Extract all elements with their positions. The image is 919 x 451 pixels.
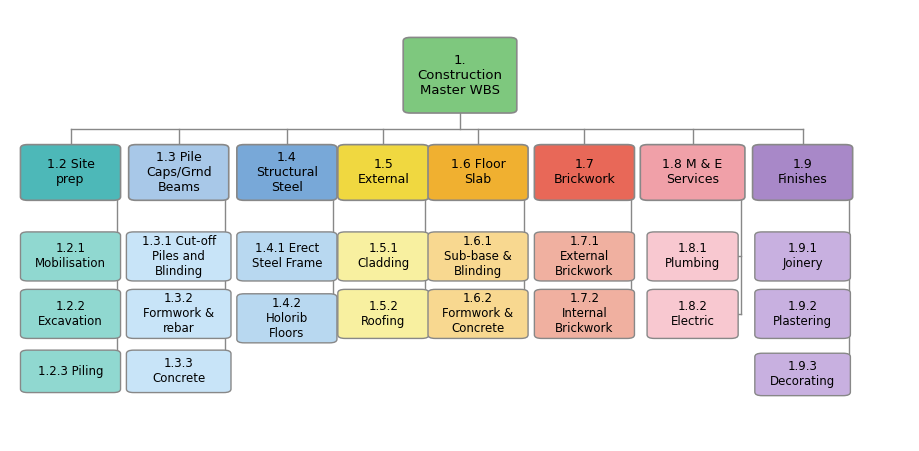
- Text: 1.2 Site
prep: 1.2 Site prep: [47, 158, 95, 186]
- FancyBboxPatch shape: [20, 232, 120, 281]
- Text: 1.3.3
Concrete: 1.3.3 Concrete: [152, 357, 205, 385]
- Text: 1.5
External: 1.5 External: [357, 158, 409, 186]
- FancyBboxPatch shape: [337, 290, 428, 338]
- FancyBboxPatch shape: [427, 145, 528, 200]
- Text: 1.9.1
Joinery: 1.9.1 Joinery: [781, 243, 822, 271]
- Text: 1.2.3 Piling: 1.2.3 Piling: [38, 365, 103, 378]
- Text: 1.4.1 Erect
Steel Frame: 1.4.1 Erect Steel Frame: [252, 243, 322, 271]
- Text: 1.3.1 Cut-off
Piles and
Blinding: 1.3.1 Cut-off Piles and Blinding: [142, 235, 216, 278]
- FancyBboxPatch shape: [236, 145, 336, 200]
- Text: 1.3 Pile
Caps/Grnd
Beams: 1.3 Pile Caps/Grnd Beams: [146, 151, 211, 194]
- FancyBboxPatch shape: [129, 145, 229, 200]
- FancyBboxPatch shape: [236, 232, 336, 281]
- Text: 1.2.2
Excavation: 1.2.2 Excavation: [38, 300, 103, 328]
- Text: 1.5.2
Roofing: 1.5.2 Roofing: [361, 300, 405, 328]
- Text: 1.5.1
Cladding: 1.5.1 Cladding: [357, 243, 409, 271]
- FancyBboxPatch shape: [403, 37, 516, 113]
- FancyBboxPatch shape: [126, 232, 231, 281]
- FancyBboxPatch shape: [236, 294, 336, 343]
- Text: 1.4
Structural
Steel: 1.4 Structural Steel: [255, 151, 318, 194]
- FancyBboxPatch shape: [427, 290, 528, 338]
- Text: 1.6 Floor
Slab: 1.6 Floor Slab: [450, 158, 505, 186]
- FancyBboxPatch shape: [337, 232, 428, 281]
- Text: 1.8.2
Electric: 1.8.2 Electric: [670, 300, 714, 328]
- Text: 1.2.1
Mobilisation: 1.2.1 Mobilisation: [35, 243, 106, 271]
- FancyBboxPatch shape: [534, 232, 634, 281]
- Text: 1.9.2
Plastering: 1.9.2 Plastering: [772, 300, 832, 328]
- FancyBboxPatch shape: [126, 290, 231, 338]
- Text: 1.9.3
Decorating: 1.9.3 Decorating: [769, 360, 834, 388]
- FancyBboxPatch shape: [20, 290, 120, 338]
- Text: 1.9
Finishes: 1.9 Finishes: [777, 158, 826, 186]
- Text: 1.6.2
Formwork &
Concrete: 1.6.2 Formwork & Concrete: [442, 292, 513, 336]
- FancyBboxPatch shape: [752, 145, 852, 200]
- FancyBboxPatch shape: [754, 232, 849, 281]
- Text: 1.7.2
Internal
Brickwork: 1.7.2 Internal Brickwork: [555, 292, 613, 336]
- FancyBboxPatch shape: [534, 290, 634, 338]
- FancyBboxPatch shape: [337, 145, 428, 200]
- Text: 1.3.2
Formwork &
rebar: 1.3.2 Formwork & rebar: [143, 292, 214, 336]
- Text: 1.7
Brickwork: 1.7 Brickwork: [553, 158, 615, 186]
- FancyBboxPatch shape: [427, 232, 528, 281]
- FancyBboxPatch shape: [534, 145, 634, 200]
- FancyBboxPatch shape: [754, 353, 849, 396]
- FancyBboxPatch shape: [646, 232, 737, 281]
- FancyBboxPatch shape: [754, 290, 849, 338]
- FancyBboxPatch shape: [646, 290, 737, 338]
- Text: 1.4.2
Holorib
Floors: 1.4.2 Holorib Floors: [266, 297, 308, 340]
- FancyBboxPatch shape: [126, 350, 231, 392]
- FancyBboxPatch shape: [20, 145, 120, 200]
- Text: 1.6.1
Sub-base &
Blinding: 1.6.1 Sub-base & Blinding: [444, 235, 511, 278]
- Text: 1.7.1
External
Brickwork: 1.7.1 External Brickwork: [555, 235, 613, 278]
- FancyBboxPatch shape: [20, 350, 120, 392]
- Text: 1.8.1
Plumbing: 1.8.1 Plumbing: [664, 243, 720, 271]
- FancyBboxPatch shape: [640, 145, 744, 200]
- Text: 1.8 M & E
Services: 1.8 M & E Services: [662, 158, 722, 186]
- Text: 1.
Construction
Master WBS: 1. Construction Master WBS: [417, 54, 502, 97]
